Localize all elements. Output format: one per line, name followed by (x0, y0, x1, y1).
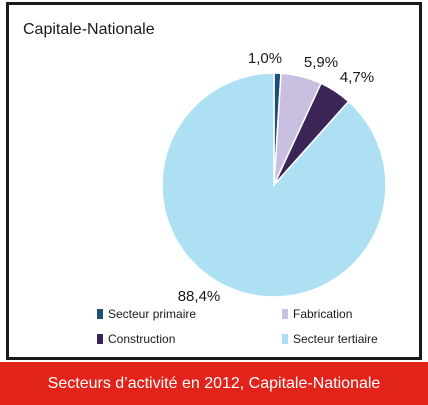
legend-label: Secteur tertiaire (293, 332, 378, 346)
legend-label: Secteur primaire (108, 307, 197, 321)
slice-value-label: 5,9% (304, 54, 338, 71)
legend-label: Construction (108, 332, 176, 346)
legend: Secteur primaire Fabrication Constructio… (97, 307, 417, 351)
legend-label: Fabrication (293, 307, 353, 321)
slice-value-label: 1,0% (248, 50, 282, 67)
legend-swatch (282, 334, 288, 344)
pie-chart: 1,0% 5,9%4,7% 88,4% (161, 50, 387, 305)
slice-value-label: 88,4% (178, 288, 221, 305)
chart-title: Capitale-Nationale (23, 21, 155, 38)
legend-item-construction: Construction (97, 332, 175, 346)
legend-swatch (282, 309, 288, 319)
legend-item-secteur-tertiaire: Secteur tertiaire (282, 332, 378, 346)
caption-banner: Secteurs d’activité en 2012, Capitale-Na… (0, 362, 428, 405)
legend-item-fabrication: Fabrication (282, 307, 352, 321)
legend-swatch (97, 334, 103, 344)
legend-item-secteur-primaire: Secteur primaire (97, 307, 196, 321)
slice-value-label: 4,7% (340, 69, 374, 86)
legend-swatch (97, 309, 103, 319)
chart-frame: Capitale-Nationale 1,0% 5,9% 4,7% 88,4% Sec… (6, 2, 422, 360)
pie-slice-secteur-tertiaire (161, 72, 387, 298)
